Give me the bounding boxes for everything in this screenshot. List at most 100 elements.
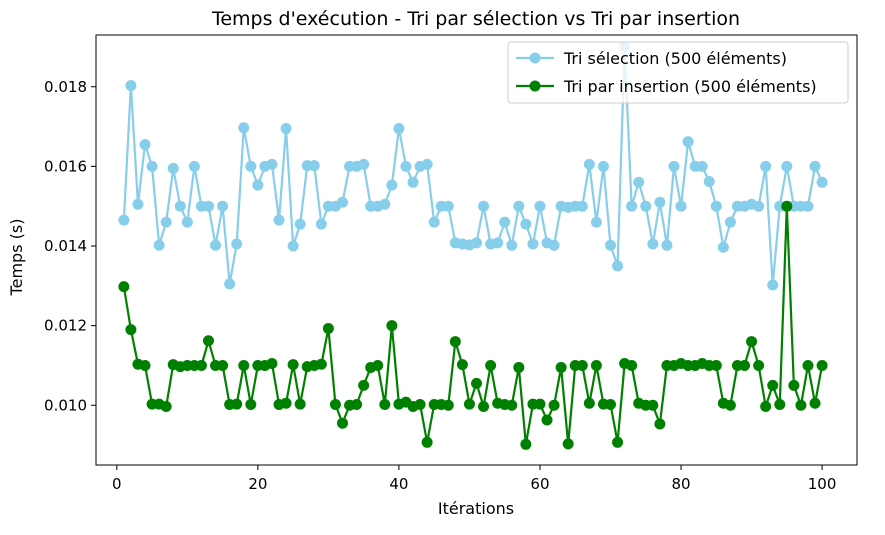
data-point <box>506 239 518 251</box>
legend-label-insertion: Tri par insertion (500 éléments) <box>563 77 817 96</box>
data-point <box>294 218 306 230</box>
data-point <box>407 176 419 188</box>
data-point <box>478 200 490 212</box>
x-tick-label: 80 <box>671 475 690 493</box>
data-point <box>760 400 772 412</box>
data-point <box>597 160 609 172</box>
data-point <box>421 436 433 448</box>
x-axis-label: Itérations <box>438 499 514 518</box>
data-point <box>294 398 306 410</box>
data-point <box>132 198 144 210</box>
data-point <box>753 359 765 371</box>
data-point <box>640 200 652 212</box>
y-tick-label: 0.014 <box>44 237 87 255</box>
data-point <box>393 123 405 135</box>
legend-marker-insertion <box>529 80 541 92</box>
data-point <box>337 196 348 208</box>
data-point <box>471 237 482 249</box>
data-point <box>280 397 292 409</box>
data-point <box>788 379 800 391</box>
chart-title: Temps d'exécution - Tri par sélection vs… <box>211 8 740 30</box>
data-point <box>774 398 786 410</box>
data-point <box>520 438 532 450</box>
data-point <box>583 397 595 409</box>
data-point <box>238 359 250 371</box>
data-point <box>661 239 673 251</box>
data-point <box>231 398 243 410</box>
data-point <box>456 359 468 371</box>
data-point <box>125 80 137 92</box>
data-point <box>739 359 751 371</box>
data-point <box>626 200 638 212</box>
data-point <box>478 400 490 412</box>
data-point <box>160 400 172 412</box>
data-point <box>174 200 186 212</box>
data-point <box>224 278 236 290</box>
data-point <box>795 399 807 411</box>
data-point <box>400 160 412 172</box>
data-point <box>781 160 793 172</box>
data-point <box>633 176 645 188</box>
data-point <box>428 216 440 228</box>
x-tick-label: 20 <box>248 475 267 493</box>
data-point <box>562 438 574 450</box>
data-point <box>555 361 567 373</box>
data-point <box>541 414 553 426</box>
data-point <box>724 216 736 228</box>
data-point <box>125 324 137 336</box>
data-point <box>358 379 370 391</box>
data-point <box>414 398 426 410</box>
data-point <box>520 218 532 230</box>
data-point <box>654 418 666 430</box>
data-point <box>351 398 363 410</box>
data-point <box>717 241 729 253</box>
data-point <box>753 200 765 212</box>
data-point <box>322 322 334 334</box>
data-point <box>308 160 320 172</box>
data-point <box>527 238 539 250</box>
data-point <box>590 216 602 228</box>
x-tick-label: 60 <box>530 475 549 493</box>
data-point <box>710 200 722 212</box>
data-point <box>647 238 659 250</box>
data-point <box>245 398 257 410</box>
series-insertion <box>118 200 828 450</box>
data-point <box>372 359 384 371</box>
data-point <box>576 200 588 212</box>
data-point <box>252 179 264 191</box>
data-point <box>195 359 207 371</box>
data-point <box>449 336 461 348</box>
data-point <box>816 359 828 371</box>
data-point <box>767 379 779 391</box>
data-point <box>118 281 130 293</box>
x-tick-label: 40 <box>389 475 408 493</box>
data-point <box>802 200 814 212</box>
data-point <box>485 359 497 371</box>
data-point <box>358 158 370 170</box>
data-point <box>273 214 285 226</box>
data-point <box>492 237 504 249</box>
data-point <box>181 216 193 228</box>
data-point <box>534 200 546 212</box>
data-point <box>548 239 560 251</box>
data-point <box>153 239 165 251</box>
data-point <box>724 399 736 411</box>
data-point <box>576 359 588 371</box>
data-point <box>696 160 708 172</box>
data-point <box>386 320 398 332</box>
data-point <box>647 399 659 411</box>
data-point <box>329 398 341 410</box>
data-point <box>315 218 327 230</box>
data-point <box>654 196 666 208</box>
data-point <box>421 158 433 170</box>
data-point <box>202 335 214 347</box>
data-point <box>746 336 758 348</box>
data-point <box>590 359 602 371</box>
data-point <box>605 398 616 410</box>
data-point <box>809 397 821 409</box>
data-point <box>548 399 560 411</box>
data-point <box>245 160 257 172</box>
legend-marker-selection <box>529 52 541 64</box>
data-point <box>315 358 327 370</box>
data-point <box>442 200 454 212</box>
